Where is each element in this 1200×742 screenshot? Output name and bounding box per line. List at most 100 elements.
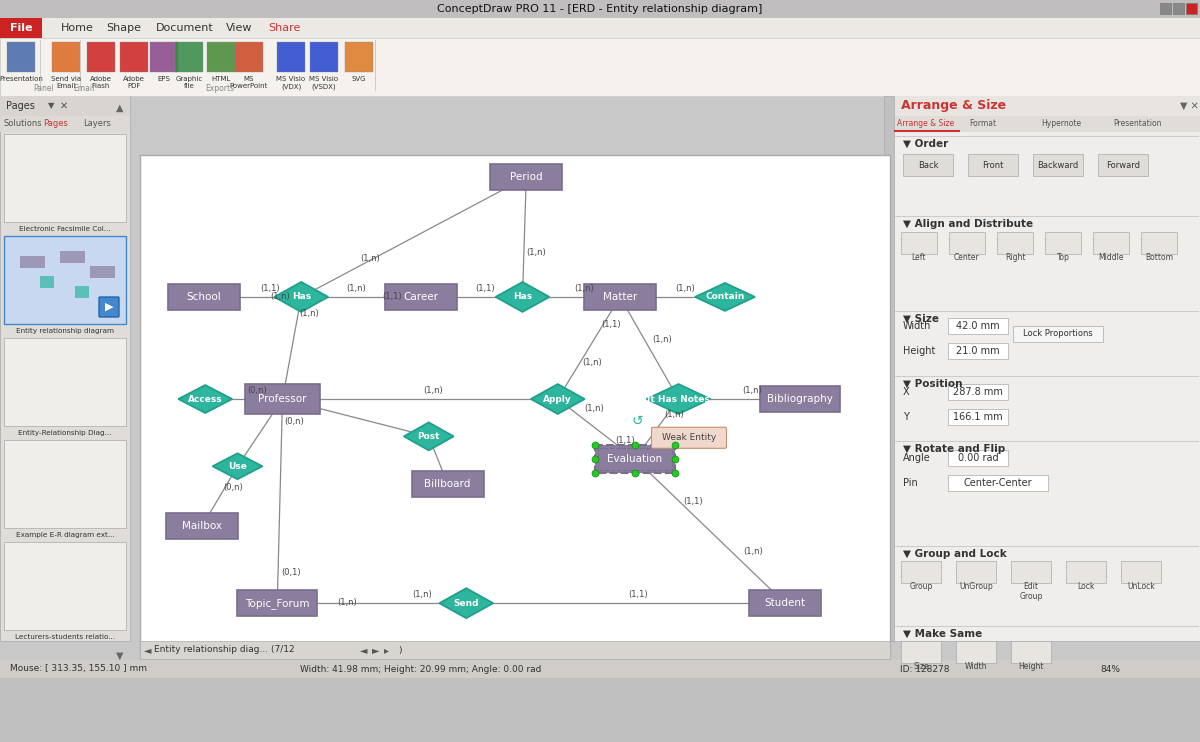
- Text: HTML: HTML: [211, 76, 230, 82]
- Text: (1,1): (1,1): [629, 590, 648, 600]
- Text: Graphic
file: Graphic file: [175, 76, 203, 89]
- Bar: [20, 256, 46, 268]
- Text: Student: Student: [764, 598, 805, 608]
- Bar: [4, 236, 126, 324]
- Text: Forward: Forward: [1106, 160, 1140, 169]
- Text: Middle: Middle: [1098, 253, 1123, 262]
- Bar: [948, 318, 1008, 334]
- Text: Has: Has: [292, 292, 311, 301]
- Text: Edit
Group: Edit Group: [1019, 582, 1043, 602]
- Bar: [901, 232, 937, 254]
- Bar: [412, 470, 484, 496]
- Text: Entity-Relationship Diag...: Entity-Relationship Diag...: [18, 430, 112, 436]
- Bar: [948, 384, 1008, 400]
- Text: Bottom: Bottom: [1145, 253, 1174, 262]
- Text: MS Visio
(VDX): MS Visio (VDX): [276, 76, 306, 90]
- Text: ID: 128278: ID: 128278: [900, 665, 949, 674]
- Text: School: School: [186, 292, 221, 302]
- Bar: [893, 96, 1200, 116]
- Bar: [1186, 3, 1198, 14]
- Bar: [749, 590, 821, 616]
- Bar: [901, 641, 941, 663]
- Bar: [238, 590, 317, 616]
- Bar: [893, 96, 1200, 641]
- Bar: [4, 542, 126, 630]
- Bar: [74, 286, 89, 298]
- Text: Arrange & Size: Arrange & Size: [901, 99, 1006, 113]
- Text: ▶: ▶: [104, 302, 113, 312]
- Text: Width: 41.98 mm; Height: 20.99 mm; Angle: 0.00 rad: Width: 41.98 mm; Height: 20.99 mm; Angle…: [300, 665, 541, 674]
- Text: 21.0 mm: 21.0 mm: [956, 346, 1000, 356]
- Text: (1,n): (1,n): [527, 248, 546, 257]
- Text: Entity relationship diag... (7/12: Entity relationship diag... (7/12: [154, 646, 295, 654]
- Text: Share: Share: [268, 23, 300, 33]
- Bar: [1045, 232, 1081, 254]
- Text: 0.00 rad: 0.00 rad: [958, 453, 998, 463]
- Text: Y: Y: [904, 412, 908, 422]
- Bar: [168, 284, 240, 310]
- Text: (1,n): (1,n): [743, 547, 763, 556]
- Text: ▼ Order: ▼ Order: [904, 139, 948, 149]
- Text: MS
PowerPoint: MS PowerPoint: [230, 76, 268, 89]
- Text: ): ): [398, 646, 402, 654]
- Text: EPS: EPS: [157, 76, 170, 82]
- Text: Left: Left: [912, 253, 926, 262]
- Text: (1,n): (1,n): [413, 590, 432, 600]
- Polygon shape: [530, 384, 584, 414]
- Text: Pages: Pages: [6, 101, 35, 111]
- FancyBboxPatch shape: [652, 427, 726, 448]
- Polygon shape: [179, 385, 233, 413]
- Text: ▼ Make Same: ▼ Make Same: [904, 629, 983, 639]
- Bar: [1098, 154, 1148, 176]
- Text: Has: Has: [512, 292, 532, 301]
- Bar: [1010, 641, 1051, 663]
- Text: ▼ Size: ▼ Size: [904, 314, 940, 324]
- Text: File: File: [10, 23, 32, 33]
- Bar: [1174, 3, 1184, 14]
- Bar: [0, 0, 1200, 18]
- Text: Center: Center: [954, 253, 980, 262]
- Text: Front: Front: [983, 160, 1003, 169]
- Text: 166.1 mm: 166.1 mm: [953, 412, 1003, 422]
- Text: X: X: [904, 387, 910, 397]
- Text: Electronic Facsimile Col...: Electronic Facsimile Col...: [19, 226, 110, 232]
- Text: (1,n): (1,n): [300, 309, 319, 318]
- Bar: [4, 440, 126, 528]
- Text: (1,1): (1,1): [475, 284, 494, 293]
- Polygon shape: [275, 282, 329, 312]
- Polygon shape: [212, 453, 263, 479]
- Text: (1,n): (1,n): [582, 358, 602, 367]
- Bar: [0, 678, 1200, 742]
- Bar: [208, 42, 235, 72]
- Bar: [0, 116, 130, 132]
- Polygon shape: [496, 282, 550, 312]
- Text: SVG: SVG: [352, 76, 366, 82]
- Text: Period: Period: [510, 172, 542, 183]
- Text: ►: ►: [372, 645, 379, 655]
- Text: UnGroup: UnGroup: [959, 582, 992, 591]
- Text: ▼ ✕: ▼ ✕: [1180, 101, 1199, 111]
- Text: (1,n): (1,n): [584, 404, 604, 413]
- Bar: [598, 447, 672, 470]
- Text: Group: Group: [910, 582, 932, 591]
- Text: ✕: ✕: [60, 101, 68, 111]
- Polygon shape: [647, 384, 710, 414]
- Text: Presentation: Presentation: [0, 76, 43, 82]
- Text: (1,n): (1,n): [424, 386, 443, 395]
- Text: Presentation: Presentation: [1114, 119, 1162, 128]
- Text: (1,n): (1,n): [653, 335, 672, 344]
- Bar: [88, 42, 115, 72]
- Text: Career: Career: [403, 292, 439, 302]
- Text: 287.8 mm: 287.8 mm: [953, 387, 1003, 397]
- Bar: [956, 641, 996, 663]
- Polygon shape: [695, 283, 755, 311]
- Text: Width: Width: [904, 321, 931, 331]
- Text: Matter: Matter: [602, 292, 637, 302]
- Bar: [893, 116, 1200, 132]
- Bar: [956, 561, 996, 583]
- Bar: [595, 444, 674, 473]
- Text: (1,n): (1,n): [664, 410, 684, 419]
- Text: Shape: Shape: [106, 23, 142, 33]
- Text: Send via
Email: Send via Email: [50, 76, 82, 89]
- Bar: [90, 266, 115, 278]
